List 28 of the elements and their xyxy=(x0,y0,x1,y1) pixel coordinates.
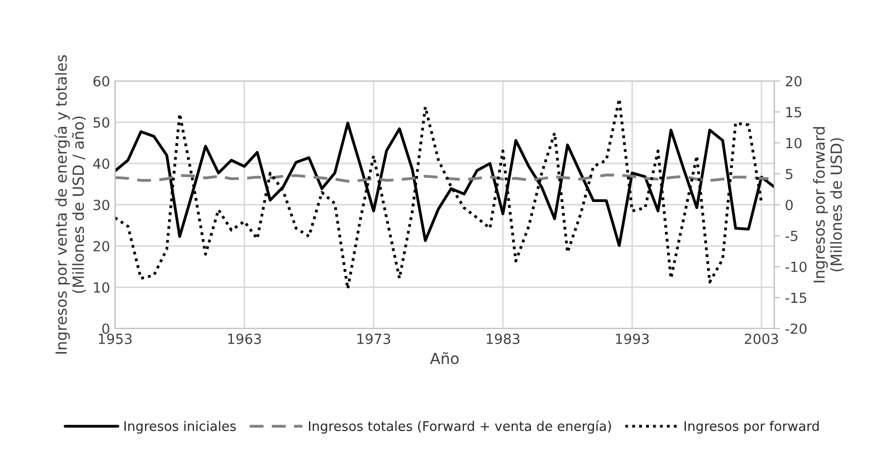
x-tick-label: 2003 xyxy=(744,334,778,344)
y2-tick-label: -10 xyxy=(785,262,807,272)
y-axis-title: Ingresos por venta de energía y totales (Millones de USD / año) xyxy=(54,55,86,354)
y2-tick-label: -20 xyxy=(785,323,807,334)
y-tick-label: 60 xyxy=(93,76,110,86)
x-tick-label: 1963 xyxy=(228,334,261,344)
x-tick-label: 1993 xyxy=(616,334,649,344)
x-tick-label: 1953 xyxy=(98,334,132,344)
y-tick-label: 50 xyxy=(94,117,110,128)
y-tick-label: 40 xyxy=(93,158,110,169)
y2-tick-label: -5 xyxy=(785,230,798,242)
y2-tick-label: 10 xyxy=(786,138,802,148)
y2-tick-label: 0 xyxy=(786,200,793,210)
x-tick-label: 1983 xyxy=(486,334,520,344)
y2-axis-title: Ingresos por forward (Millones de USD) xyxy=(813,127,844,282)
x-axis-title: Año xyxy=(430,352,459,364)
x-tick-label: 1973 xyxy=(357,334,390,344)
y-tick-label: 0 xyxy=(102,323,110,334)
y2-tick-label: -15 xyxy=(785,292,806,304)
y-tick-label: 30 xyxy=(94,200,110,210)
legend-label: Ingresos iniciales xyxy=(124,420,236,434)
y2-tick-label: 15 xyxy=(786,107,802,118)
y-tick-label: 20 xyxy=(94,240,110,252)
legend-label: Ingresos totales (Forward + venta de energía) xyxy=(308,420,611,434)
y-tick-label: 10 xyxy=(94,282,110,293)
y2-tick-label: 5 xyxy=(786,168,792,180)
legend-label: Ingresos por forward xyxy=(684,420,819,434)
y2-tick-label: 20 xyxy=(786,76,802,86)
